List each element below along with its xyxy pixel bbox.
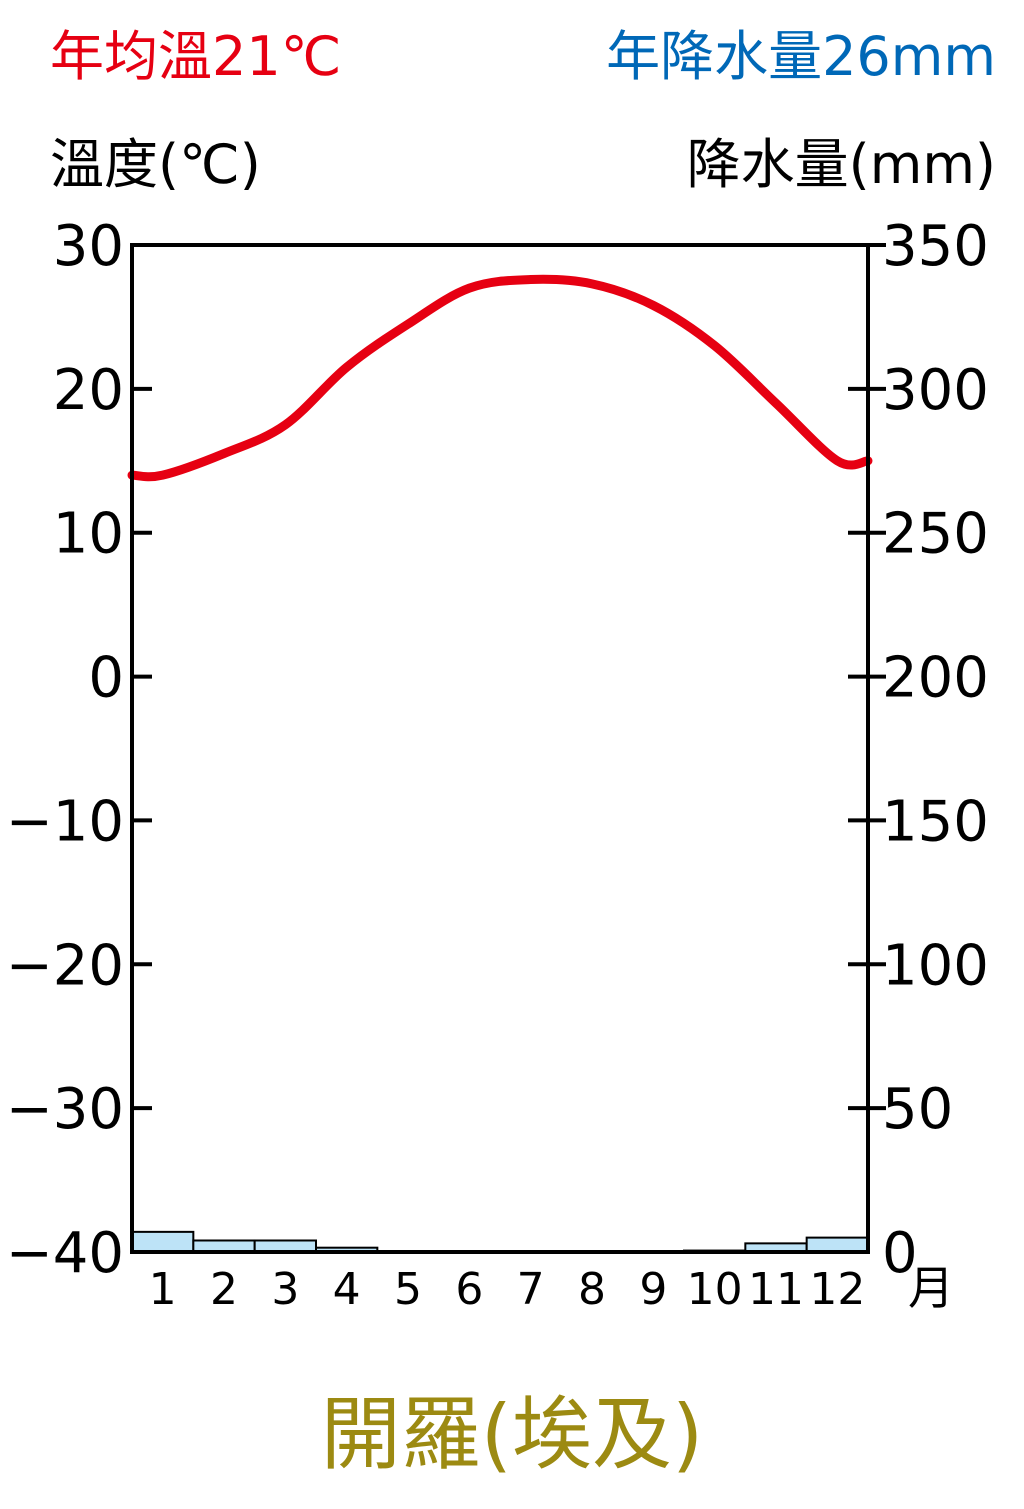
right-tick-label: 100 (882, 933, 989, 998)
month-label-7: 7 (517, 1264, 545, 1315)
right-tick-label: 150 (882, 789, 989, 854)
precip-bar-12 (805, 1236, 870, 1253)
right-axis-label: 降水量(mm) (686, 133, 996, 196)
plot-frame (130, 243, 870, 1254)
temperature-line (127, 274, 873, 482)
annual-temperature: 年均溫21℃ (50, 25, 342, 88)
left-tick-label: 10 (53, 502, 124, 567)
axis-tick-labels: 3020100−10−20−30−40350300250200150100500… (6, 214, 989, 1315)
month-label-5: 5 (394, 1264, 422, 1315)
month-label-12: 12 (809, 1264, 865, 1315)
right-tick-label: 300 (882, 358, 989, 423)
left-tick-label: −40 (6, 1221, 124, 1286)
left-tick-label: −10 (6, 789, 124, 854)
month-label-11: 11 (748, 1264, 804, 1315)
month-label-8: 8 (578, 1264, 606, 1315)
left-tick-label: −30 (6, 1077, 124, 1142)
left-tick-label: 30 (53, 214, 124, 279)
month-label-2: 2 (210, 1264, 238, 1315)
month-unit-label: 月 (908, 1261, 954, 1315)
precipitation-bars (131, 1230, 870, 1254)
month-label-1: 1 (149, 1264, 177, 1315)
chart-title: 開羅(埃及) (320, 1388, 704, 1481)
month-label-9: 9 (639, 1264, 667, 1315)
month-label-4: 4 (333, 1264, 361, 1315)
left-tick-label: −20 (6, 933, 124, 998)
right-tick-label: 250 (882, 502, 989, 567)
right-tick-label: 200 (882, 646, 989, 711)
precip-bar-1 (131, 1230, 195, 1253)
right-tick-label: 0 (882, 1221, 918, 1286)
right-tick-label: 350 (882, 214, 989, 279)
right-tick-label: 50 (882, 1077, 953, 1142)
month-label-3: 3 (271, 1264, 299, 1315)
month-label-10: 10 (687, 1264, 743, 1315)
left-tick-label: 0 (88, 646, 124, 711)
left-tick-label: 20 (53, 358, 124, 423)
axis-ticks (132, 243, 886, 1111)
month-label-6: 6 (455, 1264, 483, 1315)
left-axis-label: 溫度(℃) (50, 133, 261, 196)
annual-precipitation: 年降水量26mm (606, 25, 996, 88)
